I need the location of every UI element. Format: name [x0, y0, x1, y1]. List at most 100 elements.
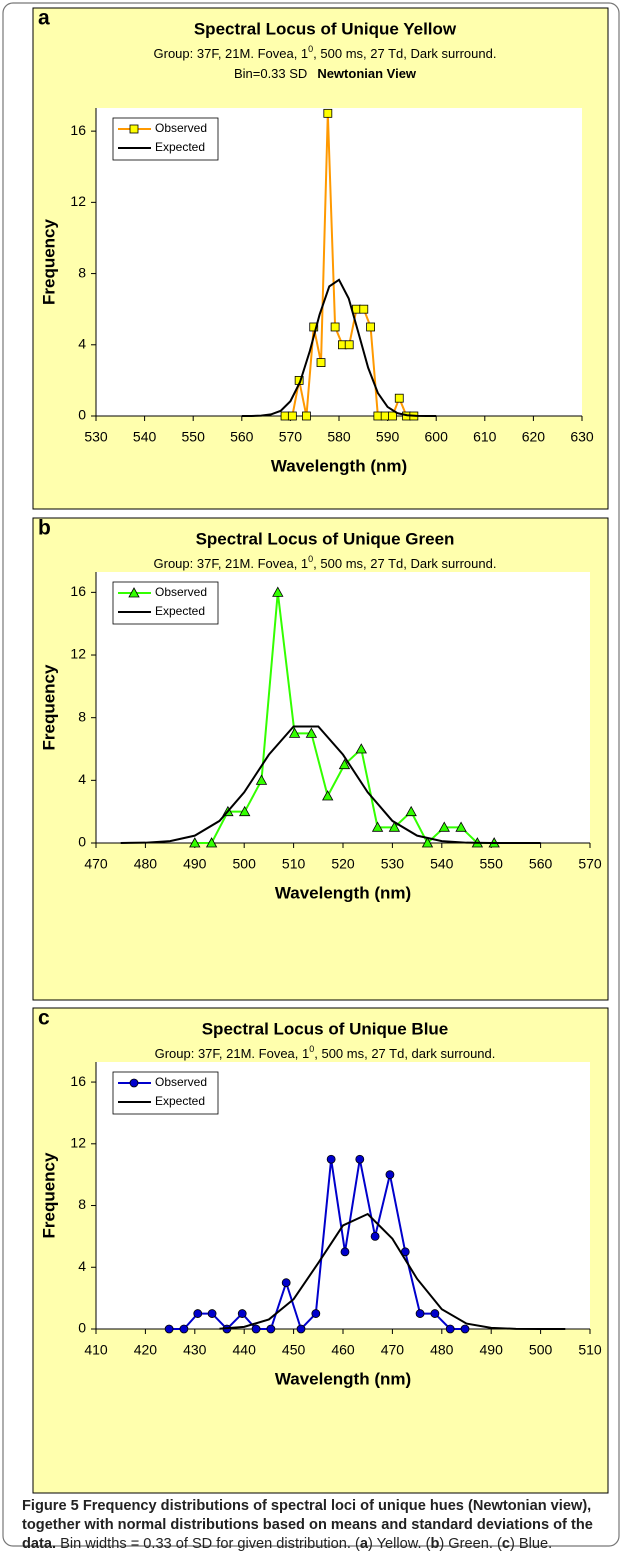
marker — [164, 1324, 174, 1334]
legend-label: Expected — [155, 604, 205, 618]
chart-subtitle: Group: 37F, 21M. Fovea, 10, 500 ms, 27 T… — [154, 44, 497, 61]
marker — [460, 1324, 470, 1334]
y-tick-label: 12 — [70, 646, 86, 662]
x-tick-label: 480 — [430, 1342, 454, 1358]
caption-ref: a — [359, 1536, 368, 1552]
marker — [380, 411, 390, 421]
marker — [205, 837, 218, 848]
marker — [302, 411, 311, 421]
chart-subtitle: Bin=0.33 SD Newtonian View — [234, 66, 417, 81]
marker — [179, 1324, 189, 1334]
x-axis-title: Wavelength (nm) — [275, 1369, 411, 1388]
x-tick-label: 440 — [233, 1342, 257, 1358]
marker — [338, 758, 351, 770]
x-tick-label: 510 — [578, 1342, 602, 1358]
marker — [251, 1324, 261, 1334]
chart-title: Spectral Locus of Unique Green — [196, 529, 455, 548]
x-tick-label: 410 — [84, 1342, 108, 1358]
legend-label: Expected — [155, 140, 205, 154]
marker — [373, 411, 383, 421]
x-tick-label: 540 — [430, 856, 454, 872]
legend-label: Observed — [155, 121, 207, 135]
y-tick-label: 12 — [70, 1135, 86, 1151]
legend — [112, 581, 219, 625]
marker — [193, 1309, 203, 1318]
marker — [326, 1154, 336, 1164]
x-tick-label: 550 — [182, 429, 206, 445]
marker — [255, 774, 268, 785]
caption-ref: c — [501, 1536, 510, 1552]
marker — [323, 108, 333, 118]
marker — [405, 805, 417, 817]
marker — [280, 411, 290, 421]
marker — [385, 1170, 395, 1180]
marker — [330, 322, 340, 332]
caption-text: Bin widths = 0.33 of SD for given distri… — [60, 1536, 360, 1552]
legend-label: Observed — [155, 1075, 207, 1089]
x-tick-label: 540 — [133, 429, 157, 445]
marker — [189, 837, 201, 848]
chart-subtitle: Group: 37F, 21M. Fovea, 10, 500 ms, 27 T… — [155, 1044, 496, 1061]
marker — [370, 1231, 380, 1241]
marker — [266, 1324, 276, 1334]
legend — [112, 1071, 219, 1115]
subtitle-superscript: 0 — [308, 44, 313, 54]
caption-text: ) Yellow. ( — [367, 1536, 431, 1552]
marker — [355, 743, 367, 754]
caption: Figure 5 Frequency distributions of spec… — [22, 1497, 610, 1554]
subtitle-text: Group: 37F, 21M. Fovea, 1 — [155, 1046, 310, 1061]
y-tick-label: 16 — [70, 583, 86, 599]
x-tick-label: 520 — [331, 856, 355, 872]
marker — [455, 821, 467, 832]
x-tick-label: 510 — [282, 856, 306, 872]
x-tick-label: 580 — [327, 429, 351, 445]
marker — [309, 322, 319, 332]
marker — [388, 821, 401, 832]
marker — [322, 790, 334, 801]
marker — [128, 587, 140, 598]
x-tick-label: 530 — [381, 856, 405, 872]
x-tick-label: 470 — [84, 856, 108, 872]
subtitle-text: , 500 ms, 27 Td, Dark surround. — [313, 556, 496, 571]
marker — [352, 304, 361, 314]
view-text: Newtonian View — [317, 66, 417, 81]
marker — [415, 1309, 425, 1318]
y-tick-label: 0 — [78, 407, 86, 423]
y-tick-label: 0 — [78, 834, 86, 850]
x-tick-label: 560 — [230, 429, 254, 445]
x-tick-label: 530 — [84, 429, 108, 445]
y-tick-label: 0 — [78, 1320, 86, 1336]
subtitle-superscript: 0 — [308, 554, 313, 564]
marker — [340, 1247, 350, 1257]
x-tick-label: 460 — [331, 1342, 355, 1358]
x-tick-label: 500 — [233, 856, 257, 872]
x-tick-label: 550 — [480, 856, 504, 872]
y-tick-label: 4 — [78, 335, 86, 351]
x-tick-label: 490 — [480, 1342, 504, 1358]
subtitle-superscript: 0 — [309, 1044, 314, 1054]
marker — [129, 1078, 139, 1088]
y-tick-label: 4 — [78, 1258, 86, 1274]
x-tick-label: 600 — [425, 429, 449, 445]
panel-label: c — [38, 1007, 50, 1030]
marker — [316, 358, 326, 367]
x-tick-label: 570 — [578, 856, 602, 872]
series-line — [120, 725, 541, 844]
legend-label: Observed — [155, 585, 207, 599]
marker — [366, 322, 375, 332]
y-tick-label: 16 — [70, 122, 86, 138]
y-axis-title: Frequency — [39, 1152, 58, 1239]
marker — [272, 586, 284, 597]
marker — [394, 393, 404, 403]
marker — [287, 411, 297, 421]
marker — [129, 124, 139, 134]
x-tick-label: 450 — [282, 1342, 306, 1358]
marker — [311, 1309, 321, 1318]
x-tick-label: 500 — [529, 1342, 553, 1358]
panel-label: a — [38, 7, 50, 30]
y-axis-title: Frequency — [39, 664, 58, 751]
x-tick-label: 430 — [183, 1342, 207, 1358]
